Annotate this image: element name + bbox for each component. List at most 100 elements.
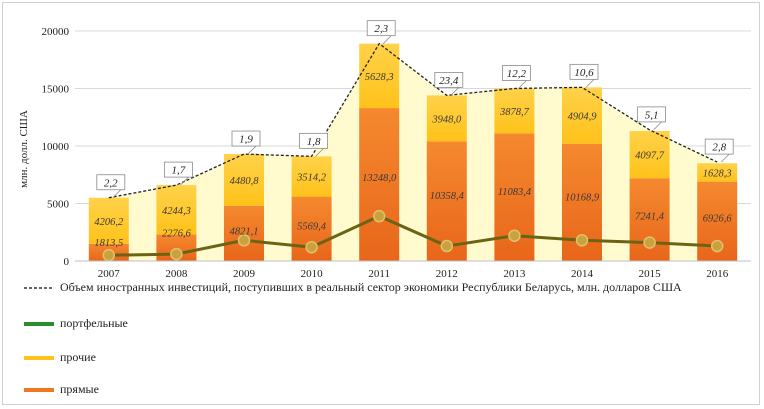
total-callout-pointer	[518, 80, 527, 89]
bar-other	[291, 156, 332, 197]
portfolio-point	[102, 249, 116, 262]
portfolio-line	[102, 209, 724, 262]
total-callout-pointer	[247, 145, 257, 155]
bar-other	[629, 131, 670, 179]
data-label-total: 12,2	[507, 68, 527, 80]
data-label-total: 2,3	[374, 23, 388, 35]
total-callout-pointer	[112, 189, 122, 199]
portfolio-point	[305, 240, 318, 254]
legend-item-portfolio: портфельные	[22, 317, 128, 330]
legend-label-other: прочие	[60, 350, 96, 364]
data-label-total: 2,8	[712, 142, 726, 154]
x-tick-label: 2010	[301, 268, 324, 280]
axes: 0 5000 10000 15000 20000 2007 2008 2009 2010 2011…	[42, 26, 751, 280]
x-tick-label: 2015	[639, 268, 662, 280]
data-label-other: 4097,7	[635, 151, 665, 162]
legend-key-total	[22, 281, 56, 293]
bar-other	[426, 95, 467, 142]
data-label-other: 4904,9	[568, 112, 598, 123]
total-callout-box	[501, 65, 531, 81]
portfolio-series-line	[108, 214, 718, 257]
portfolio-point	[237, 234, 251, 247]
legend-label-portfolio: портфельные	[60, 316, 128, 330]
x-tick-label: 2007	[98, 268, 121, 280]
x-tick-label: 2016	[706, 268, 729, 280]
data-label-other: 3878,7	[499, 107, 530, 118]
bar-other	[156, 185, 197, 235]
total-area-fill	[108, 43, 718, 262]
chart-frame: 1813,5 2276,6 4821,1 5569,4 13248,0 10358,4 11…	[2, 2, 760, 405]
data-label-other: 1628,3	[703, 168, 732, 179]
data-label-total: 2,2	[104, 177, 118, 189]
bar-other	[494, 88, 535, 134]
total-callout-box	[637, 106, 666, 123]
total-callout-pointer	[720, 153, 730, 163]
total-callout-pointer	[653, 121, 662, 131]
total-callout-box	[231, 130, 261, 147]
legend-key-other	[22, 351, 56, 363]
data-label-direct: 10168,9	[565, 192, 600, 203]
x-tick-label: 2011	[368, 268, 390, 280]
y-tick-label: 5000	[47, 199, 70, 211]
data-label-direct: 11083,4	[498, 187, 532, 198]
legend-key-portfolio	[22, 317, 56, 329]
legend-label-direct: прямые	[60, 382, 99, 396]
data-label-direct: 2276,6	[162, 229, 192, 240]
x-tick-label: 2012	[436, 268, 458, 280]
bar-direct	[224, 205, 264, 261]
y-tick-label: 10000	[42, 141, 70, 153]
data-label-direct: 6926,6	[703, 213, 733, 224]
data-label-total: 23,4	[439, 75, 459, 87]
data-label-other: 4206,2	[94, 217, 124, 228]
data-label-direct: 10358,4	[430, 191, 465, 202]
legend-item-direct: прямые	[22, 383, 99, 396]
data-label-direct: 1813,5	[94, 238, 123, 249]
data-label-other: 4244,3	[162, 206, 191, 217]
data-label-total: 10,6	[574, 67, 594, 79]
bar-other	[697, 163, 738, 182]
legend-item-other: прочие	[22, 351, 96, 364]
data-label-other: 3514,2	[296, 172, 327, 183]
portfolio-point	[170, 247, 183, 261]
portfolio-point	[575, 234, 589, 247]
bar-other	[562, 87, 602, 144]
total-area	[108, 43, 718, 262]
portfolio-point	[643, 236, 656, 249]
y-tick-label: 0	[64, 256, 70, 268]
total-callout-box	[163, 161, 193, 178]
total-callout-box	[569, 63, 599, 80]
data-label-direct: 4821,1	[230, 227, 259, 238]
data-label-total: 5,1	[645, 109, 659, 121]
total-callout-pointer	[180, 176, 189, 186]
total-callout-pointer	[315, 148, 324, 157]
total-callout-box	[704, 138, 734, 155]
total-callout-box	[96, 174, 126, 191]
total-callout-pointer	[382, 35, 392, 44]
bar-other	[88, 197, 129, 244]
data-label-total: 1,7	[172, 165, 186, 177]
total-callout-box	[366, 20, 396, 37]
legend-item-total: Объем иностранных инвестиций, поступивши…	[22, 281, 740, 294]
total-callout-box	[299, 132, 329, 149]
portfolio-point	[440, 239, 454, 253]
portfolio-point	[508, 229, 521, 242]
x-tick-label: 2014	[571, 268, 594, 280]
data-label-direct: 13248,0	[362, 173, 397, 184]
bars	[88, 43, 738, 261]
portfolio-point	[710, 239, 724, 253]
data-label-total: 1,9	[239, 134, 253, 146]
total-series-line	[108, 42, 718, 199]
x-tick-label: 2009	[233, 268, 256, 280]
y-tick-label: 15000	[42, 84, 70, 96]
data-label-other: 4480,8	[230, 176, 260, 187]
x-tick-label: 2013	[503, 268, 526, 280]
portfolio-point	[372, 209, 386, 223]
bar-other	[224, 154, 264, 206]
total-callout-pointer	[450, 87, 460, 96]
chart-canvas: 1813,5 2276,6 4821,1 5569,4 13248,0 10358,4 11…	[18, 20, 751, 280]
legend-label-total: Объем иностранных инвестиций, поступивши…	[60, 280, 682, 294]
data-label-other: 3948,0	[431, 114, 462, 125]
data-label-direct: 7241,4	[635, 211, 665, 222]
total-callout-box	[434, 72, 464, 88]
data-labels: 1813,5 2276,6 4821,1 5569,4 13248,0 10358,4 11…	[94, 20, 734, 249]
